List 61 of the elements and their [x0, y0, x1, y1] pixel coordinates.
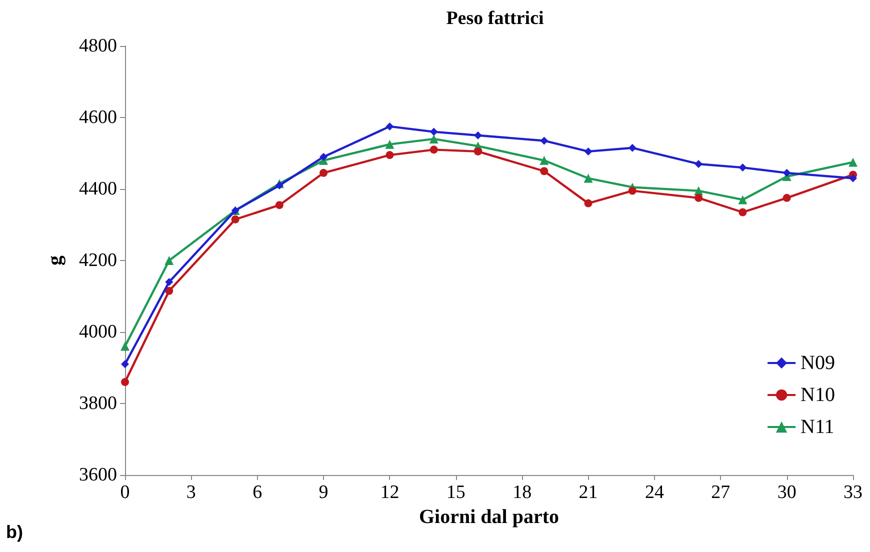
point	[540, 167, 548, 176]
point	[164, 256, 174, 265]
y-axis-title: g	[44, 256, 66, 266]
point	[694, 160, 703, 168]
point	[386, 151, 394, 160]
y-tick-label: 4200	[79, 250, 117, 271]
x-tick-label: 24	[644, 482, 664, 503]
x-tick-label: 0	[120, 482, 130, 503]
legend-label: N11	[800, 416, 834, 438]
x-tick-label: 27	[711, 482, 730, 503]
y-tick-label: 4000	[79, 322, 117, 342]
y-tick-label: 3800	[79, 393, 117, 414]
y-tick-label: 4400	[79, 178, 117, 200]
chart-title: Peso fattrici	[446, 8, 544, 29]
point	[584, 174, 593, 183]
x-tick-label: 15	[446, 482, 466, 503]
x-tick-label: 18	[512, 482, 532, 503]
x-tick-label: 30	[777, 482, 796, 503]
point	[584, 199, 592, 208]
point	[628, 144, 636, 152]
y-tick-label: 4800	[79, 36, 117, 56]
point	[320, 168, 328, 177]
point	[165, 278, 174, 286]
point	[320, 152, 328, 161]
point	[429, 134, 438, 144]
point	[474, 131, 482, 140]
x-axis-title: Giorni dal parto	[418, 506, 560, 528]
y-tick-label: 3600	[79, 464, 117, 486]
point	[165, 286, 174, 295]
legend-label: N10	[800, 384, 836, 406]
point	[694, 194, 703, 202]
x-tick-label: 21	[578, 482, 598, 503]
x-tick-label: 12	[380, 482, 400, 503]
point	[738, 195, 748, 204]
point	[430, 146, 438, 154]
point	[540, 136, 548, 145]
point	[231, 215, 240, 224]
text: b)	[6, 522, 23, 543]
point	[628, 186, 636, 195]
point	[385, 140, 394, 149]
legend-label: N09	[800, 352, 836, 374]
point	[120, 342, 130, 351]
point	[430, 128, 438, 136]
point	[474, 147, 482, 156]
point	[738, 208, 747, 216]
point	[849, 174, 857, 182]
x-tick-label: 9	[318, 482, 328, 503]
x-tick-label: 3	[186, 482, 196, 503]
point	[782, 168, 791, 177]
point	[121, 378, 129, 386]
point	[275, 201, 284, 210]
y-tick-label: 4600	[79, 107, 117, 128]
x-tick-label: 6	[252, 482, 262, 503]
point	[738, 164, 747, 172]
point	[848, 158, 858, 167]
point	[121, 360, 129, 368]
x-tick-label: 33	[844, 482, 862, 503]
point	[584, 147, 592, 156]
point	[540, 156, 549, 165]
point	[386, 122, 394, 130]
point	[782, 194, 791, 202]
